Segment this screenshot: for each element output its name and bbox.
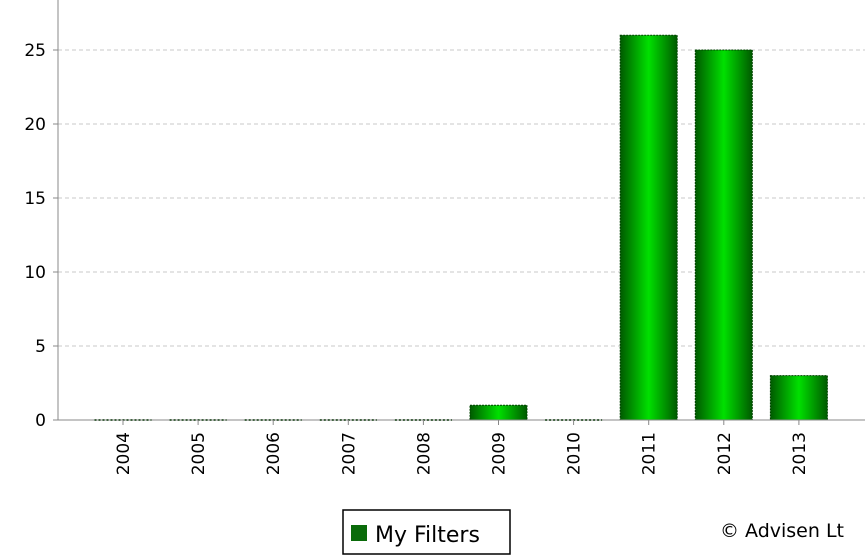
- x-tick-label: 2013: [790, 432, 810, 475]
- x-tick-label: 2008: [414, 432, 434, 475]
- x-axis-ticks: 2004 2005 2006 2007 2008 2009 2010 2011 2012 2013: [114, 420, 810, 475]
- x-tick-label: 2009: [490, 432, 510, 475]
- bar-series: [94, 34, 828, 421]
- bar-2011: [619, 34, 678, 421]
- x-tick-label: 2004: [114, 432, 134, 475]
- plot-area: [57, 0, 865, 421]
- x-tick-label: 2011: [640, 432, 660, 475]
- legend-swatch: [351, 525, 367, 541]
- y-tick-label: 0: [35, 411, 46, 431]
- y-tick-label: 15: [24, 189, 46, 209]
- y-axis-ticks: 0 5 10 15 20 25: [24, 41, 58, 431]
- legend-box: [342, 509, 511, 555]
- y-tick-label: 10: [24, 263, 46, 283]
- x-tick-label: 2005: [189, 432, 209, 475]
- x-tick-label: 2007: [339, 432, 359, 475]
- legend: My Filters: [342, 509, 511, 555]
- bar-2012: [694, 49, 753, 421]
- y-tick-label: 5: [35, 337, 46, 357]
- copyright-text: © Advisen Lt: [720, 520, 844, 542]
- legend-label: My Filters: [375, 523, 480, 548]
- y-tick-label: 20: [24, 115, 46, 135]
- bar-2013: [769, 375, 828, 421]
- x-tick-label: 2010: [565, 432, 585, 475]
- x-tick-label: 2006: [264, 432, 284, 475]
- bar-2009: [469, 404, 528, 421]
- x-tick-label: 2012: [715, 432, 735, 475]
- y-tick-label: 25: [24, 41, 46, 61]
